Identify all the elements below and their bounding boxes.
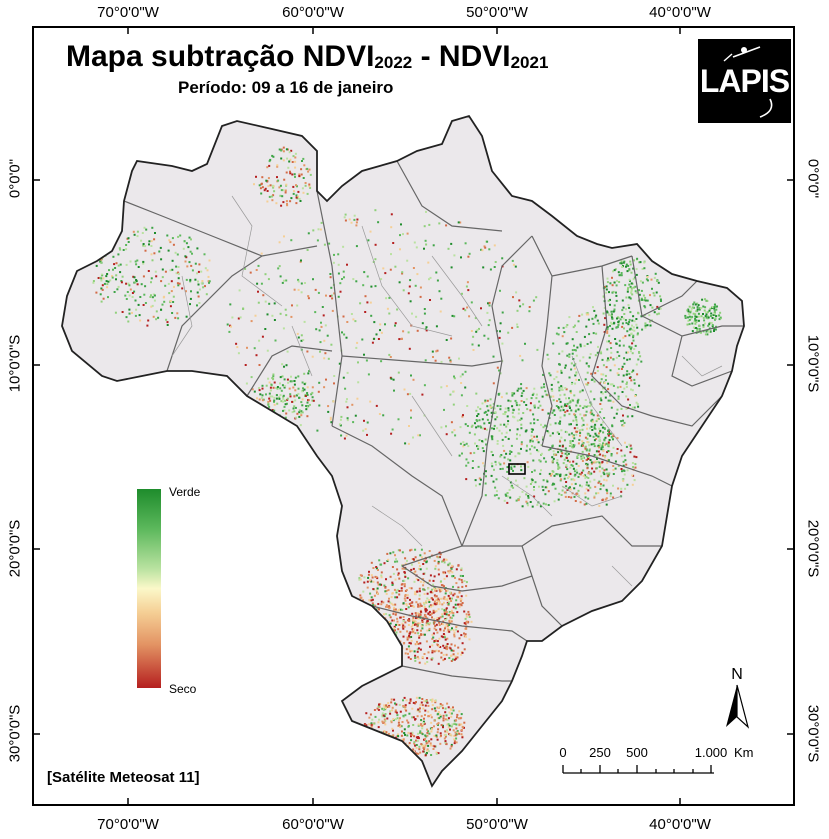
state-borders [123, 160, 744, 682]
lon-label-bottom-70: 70°0'0"W [97, 816, 159, 833]
lon-label-top-70: 70°0'0"W [97, 4, 159, 21]
federal-district [508, 463, 526, 475]
lat-label-right-10: 10°0'0"S [804, 334, 822, 393]
north-arrow-icon: N [726, 666, 750, 729]
lon-label-top-50: 50°0'0"W [466, 4, 528, 21]
logo-text: LAPIS [699, 63, 790, 99]
legend-label-top: Verde [169, 485, 201, 499]
scale-label-1000: 1.000 [694, 745, 728, 760]
scale-bar [562, 765, 714, 774]
lon-label-bottom-60: 60°0'0"W [282, 816, 344, 833]
map-subtitle: Período: 09 a 16 de janeiro [178, 78, 394, 97]
lon-label-top-40: 40°0'0"W [649, 4, 711, 21]
scale-unit: Km [734, 745, 754, 760]
ndvi-pixels [92, 146, 722, 758]
municipal-borders [171, 195, 723, 587]
lat-label-right-20: 20°0'0"S [804, 519, 822, 578]
lat-label-left-30: 30°0'0"S [6, 704, 24, 763]
map-title: Mapa subtração NDVI2022 - NDVI2021 [66, 40, 549, 73]
north-label: N [731, 666, 743, 683]
lat-label-left-0: 0°0'0" [6, 158, 24, 199]
legend-color-ramp [137, 489, 161, 688]
satellite-icon [723, 46, 773, 118]
lapis-logo: LAPIS [698, 39, 791, 123]
scale-label-250: 250 [589, 745, 611, 760]
frame-ticks [32, 26, 795, 806]
lat-label-left-10: 10°0'0"S [6, 334, 24, 393]
lon-label-bottom-40: 40°0'0"W [649, 816, 711, 833]
scale-label-0: 0 [559, 745, 567, 760]
lon-label-top-60: 60°0'0"W [282, 4, 344, 21]
lat-label-right-0: 0°0'0" [804, 158, 822, 199]
lat-label-left-20: 20°0'0"S [6, 519, 24, 578]
satellite-source: [Satélite Meteosat 11] [47, 769, 200, 786]
scale-label-500: 500 [626, 745, 648, 760]
brazil-ndvi-map [32, 26, 795, 806]
legend-label-bottom: Seco [169, 682, 197, 696]
lon-label-bottom-50: 50°0'0"W [466, 816, 528, 833]
lat-label-right-30: 30°0'0"S [804, 704, 822, 763]
